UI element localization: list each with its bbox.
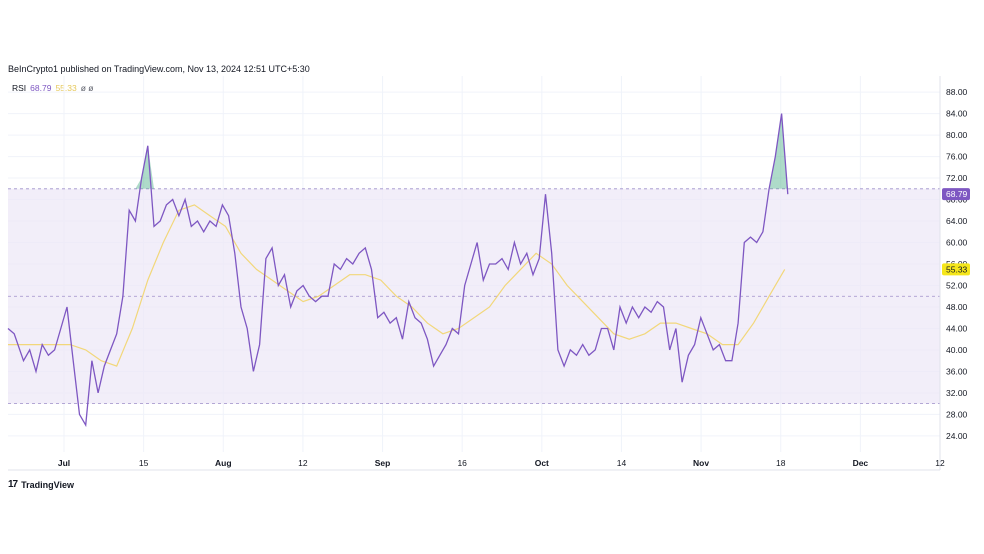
tradingview-logo[interactable]: 17 TradingView — [8, 479, 74, 490]
y-tick-label: 84.00 — [946, 109, 968, 119]
x-axis-ticks: Jul 15 Aug 12 Sep 16 Oct 14 Nov 18 Dec 12 — [58, 458, 945, 468]
x-tick-label: Dec — [853, 458, 869, 468]
tradingview-logo-icon: 17 — [8, 479, 18, 490]
x-tick-label: Aug — [215, 458, 232, 468]
indicator-name: RSI — [12, 83, 27, 93]
y-tick-label: 28.00 — [946, 409, 968, 419]
publish-info: BeInCrypto1 published on TradingView.com… — [8, 64, 310, 74]
rsi-line — [7, 113, 789, 428]
y-tick-label: 88.00 — [946, 87, 968, 97]
y-tick-label: 72.00 — [946, 173, 968, 183]
x-tick-label: 12 — [935, 458, 945, 468]
indicator-symbols: ø ø — [80, 83, 94, 93]
y-axis-ticks: 88.0084.0080.0076.0072.0068.0064.0060.00… — [946, 87, 968, 441]
x-tick-label: Oct — [535, 458, 549, 468]
y-tick-label: 76.00 — [946, 152, 968, 162]
rsi-ma-line — [8, 204, 786, 367]
tradingview-logo-text: TradingView — [21, 479, 74, 490]
x-tick-label: Sep — [375, 458, 391, 468]
x-tick-label: Jul — [58, 458, 70, 468]
x-tick-label: 12 — [298, 458, 308, 468]
overbought-fill — [135, 113, 788, 189]
x-tick-label: 15 — [139, 458, 149, 468]
value-badges: 68.79 55.33 — [942, 188, 970, 276]
ma-value: 55.33 — [55, 83, 77, 93]
band-lines — [8, 188, 940, 405]
x-tick-label: Nov — [693, 458, 709, 468]
rsi-value-badge-text: 68.79 — [946, 189, 968, 199]
x-tick-label: 14 — [617, 458, 627, 468]
y-tick-label: 36.00 — [946, 366, 968, 376]
y-tick-label: 24.00 — [946, 431, 968, 441]
ma-value-badge-bg — [942, 263, 970, 276]
rsi-value-badge-bg — [942, 188, 970, 201]
x-tick-label: 18 — [776, 458, 786, 468]
y-tick-label: 64.00 — [946, 216, 968, 226]
x-tick-label: 16 — [457, 458, 467, 468]
y-tick-label: 80.00 — [946, 130, 968, 140]
y-tick-label: 32.00 — [946, 388, 968, 398]
y-tick-label: 52.00 — [946, 280, 968, 290]
y-tick-label: 40.00 — [946, 345, 968, 355]
ma-value-badge: 55.33 — [942, 263, 970, 276]
y-tick-label: 60.00 — [946, 238, 968, 248]
rsi-value: 68.79 — [30, 83, 52, 93]
indicator-legend[interactable]: RSI 68.79 55.33 ø ø — [12, 83, 93, 93]
rsi-value-badge: 68.79 — [942, 188, 970, 201]
y-tick-label: 44.00 — [946, 323, 968, 333]
y-tick-label: 48.00 — [946, 302, 968, 312]
ma-value-badge-text: 55.33 — [946, 264, 968, 274]
